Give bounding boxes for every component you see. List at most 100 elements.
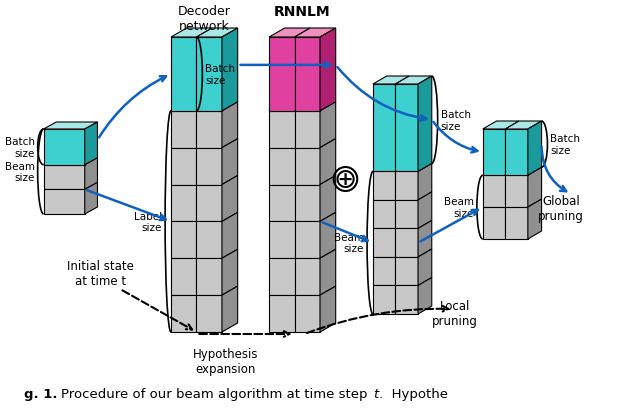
- Polygon shape: [222, 29, 237, 112]
- Polygon shape: [373, 85, 396, 172]
- Polygon shape: [197, 29, 237, 38]
- Polygon shape: [373, 229, 396, 257]
- Polygon shape: [171, 258, 197, 295]
- Polygon shape: [505, 208, 528, 239]
- Polygon shape: [505, 122, 542, 130]
- Text: RNNLM: RNNLM: [274, 5, 330, 19]
- Polygon shape: [396, 200, 418, 229]
- Polygon shape: [418, 249, 432, 286]
- Polygon shape: [294, 222, 320, 258]
- Polygon shape: [505, 176, 528, 208]
- Polygon shape: [320, 139, 335, 185]
- Polygon shape: [197, 258, 222, 295]
- Polygon shape: [373, 164, 409, 172]
- Polygon shape: [222, 139, 237, 185]
- Polygon shape: [483, 168, 519, 176]
- Text: .  Hypothe: . Hypothe: [379, 388, 448, 400]
- Polygon shape: [396, 164, 432, 172]
- Text: Beam
size: Beam size: [334, 232, 364, 254]
- Polygon shape: [43, 123, 97, 130]
- Polygon shape: [269, 29, 310, 38]
- Polygon shape: [171, 185, 197, 222]
- Polygon shape: [197, 295, 222, 332]
- Polygon shape: [373, 172, 396, 200]
- Polygon shape: [171, 103, 212, 112]
- Polygon shape: [171, 112, 197, 148]
- Text: Batch
size: Batch size: [441, 110, 471, 131]
- Polygon shape: [418, 278, 432, 314]
- Text: Decoder
network: Decoder network: [178, 5, 231, 33]
- Polygon shape: [294, 258, 320, 295]
- Polygon shape: [373, 77, 409, 85]
- Polygon shape: [85, 123, 97, 165]
- Polygon shape: [85, 183, 97, 214]
- Polygon shape: [43, 158, 97, 165]
- Polygon shape: [294, 38, 320, 112]
- Polygon shape: [320, 213, 335, 258]
- Text: Initial state
at time t: Initial state at time t: [67, 259, 134, 287]
- Text: t: t: [373, 388, 378, 400]
- Polygon shape: [43, 130, 85, 165]
- Text: Batch
size: Batch size: [5, 137, 35, 158]
- Polygon shape: [294, 29, 335, 38]
- Polygon shape: [320, 249, 335, 295]
- Polygon shape: [197, 112, 222, 148]
- Polygon shape: [294, 295, 320, 332]
- Polygon shape: [396, 229, 418, 257]
- Polygon shape: [269, 38, 294, 112]
- Text: Global
pruning: Global pruning: [538, 195, 584, 222]
- Polygon shape: [320, 286, 335, 332]
- Polygon shape: [222, 286, 237, 332]
- Text: Batch
size: Batch size: [205, 64, 236, 85]
- Polygon shape: [320, 176, 335, 222]
- Polygon shape: [197, 222, 222, 258]
- Polygon shape: [418, 77, 432, 172]
- Polygon shape: [197, 103, 237, 112]
- Polygon shape: [269, 103, 310, 112]
- Polygon shape: [222, 249, 237, 295]
- Text: Beam
size: Beam size: [5, 161, 35, 183]
- Polygon shape: [483, 130, 505, 176]
- Polygon shape: [294, 185, 320, 222]
- Text: Batch
size: Batch size: [551, 134, 580, 155]
- Polygon shape: [171, 29, 212, 38]
- Polygon shape: [197, 185, 222, 222]
- Polygon shape: [171, 222, 197, 258]
- Polygon shape: [418, 164, 432, 200]
- Polygon shape: [43, 190, 85, 214]
- Polygon shape: [483, 176, 505, 208]
- Polygon shape: [222, 103, 237, 148]
- Polygon shape: [171, 295, 197, 332]
- Text: Hypothesis
expansion: Hypothesis expansion: [193, 347, 259, 375]
- Polygon shape: [373, 200, 396, 229]
- Polygon shape: [396, 85, 418, 172]
- Polygon shape: [294, 112, 320, 148]
- Polygon shape: [269, 258, 294, 295]
- Polygon shape: [269, 148, 294, 185]
- Polygon shape: [528, 200, 542, 239]
- Text: g. 1.: g. 1.: [24, 388, 58, 400]
- Polygon shape: [528, 168, 542, 208]
- Polygon shape: [269, 185, 294, 222]
- Polygon shape: [373, 286, 396, 314]
- Polygon shape: [320, 29, 335, 112]
- Text: Local
pruning: Local pruning: [432, 299, 478, 327]
- Polygon shape: [483, 122, 519, 130]
- Polygon shape: [269, 295, 294, 332]
- Polygon shape: [269, 222, 294, 258]
- Polygon shape: [222, 176, 237, 222]
- Polygon shape: [505, 130, 528, 176]
- Polygon shape: [43, 165, 85, 190]
- Polygon shape: [396, 257, 418, 286]
- Polygon shape: [396, 286, 418, 314]
- Text: Procedure of our beam algorithm at time step: Procedure of our beam algorithm at time …: [61, 388, 372, 400]
- Polygon shape: [269, 112, 294, 148]
- Polygon shape: [222, 213, 237, 258]
- Polygon shape: [171, 38, 197, 112]
- Polygon shape: [483, 208, 505, 239]
- Polygon shape: [85, 158, 97, 190]
- Polygon shape: [294, 148, 320, 185]
- Text: ⊕: ⊕: [334, 166, 357, 193]
- Polygon shape: [418, 193, 432, 229]
- Polygon shape: [197, 148, 222, 185]
